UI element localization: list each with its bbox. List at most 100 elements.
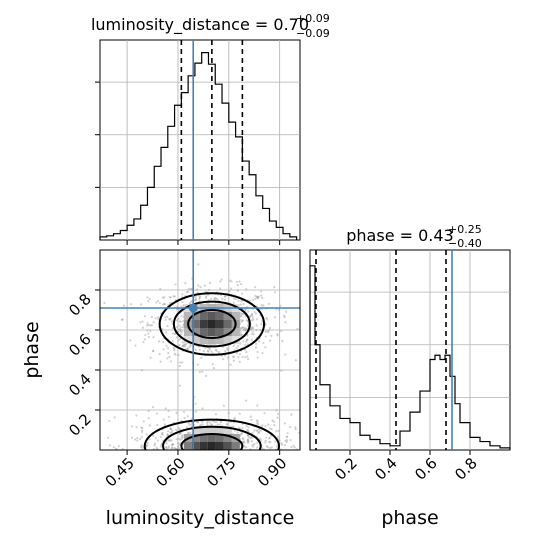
joint-sample-point-767 [283, 315, 286, 319]
joint-sample-point-958 [167, 438, 170, 442]
joint-sample-point-1652 [212, 457, 214, 459]
joint-density-cell-50 [207, 442, 216, 450]
joint-sample-point-1280 [184, 453, 186, 455]
joint-sample-point-1465 [180, 437, 184, 440]
joint-sample-point-1357 [194, 467, 196, 469]
joint-sample-point-322 [219, 287, 222, 290]
joint-sample-point-1734 [182, 451, 184, 453]
joint-sample-point-59 [210, 350, 213, 353]
joint-sample-point-63 [239, 327, 243, 330]
joint-sample-point-1640 [235, 456, 237, 458]
joint-sample-point-1253 [191, 453, 193, 455]
joint-sample-point-186 [264, 346, 267, 349]
joint-sample-point-1686 [179, 438, 182, 441]
joint-sample-point-882 [170, 320, 174, 323]
joint-sample-point-74 [235, 346, 238, 350]
joint-sample-point-122 [140, 303, 143, 306]
joint-sample-point-1494 [276, 435, 279, 438]
joint-sample-point-1363 [236, 431, 239, 434]
phase-hist-title: phase = 0.43 [346, 226, 453, 245]
joint-sample-point-48 [232, 359, 235, 362]
joint-sample-point-970 [296, 461, 298, 463]
joint-sample-point-1303 [179, 432, 182, 435]
joint-sample-point-1737 [244, 463, 246, 465]
joint-sample-point-43 [261, 296, 264, 300]
joint-sample-point-286 [260, 323, 263, 326]
joint-sample-point-1208 [210, 423, 213, 426]
joint-sample-point-1181 [255, 429, 258, 432]
joint-sample-point-518 [212, 366, 215, 370]
phase-title-sub: −0.40 [448, 237, 482, 250]
joint-sample-point-951 [150, 475, 152, 477]
joint-sample-point-677 [152, 321, 155, 324]
ld-hist-panel: luminosity_distance = 0.70 +0.09 −0.09 [91, 12, 330, 245]
joint-sample-point-1246 [264, 439, 267, 442]
joint-sample-point-1271 [232, 425, 235, 428]
joint-sample-point-1028 [256, 469, 258, 471]
joint-sample-point-823 [245, 338, 248, 341]
joint-sample-point-1047 [145, 445, 148, 448]
joint-density-cell-46 [200, 450, 208, 458]
joint-sample-point-1667 [198, 465, 200, 467]
joint-sample-point-667 [175, 319, 178, 322]
joint-sample-point-1174 [206, 455, 208, 457]
joint-sample-point-816 [232, 297, 235, 300]
joint-sample-point-1418 [105, 463, 107, 465]
joint-sample-point-580 [250, 327, 253, 330]
joint-density-cell-14 [199, 336, 208, 344]
joint-sample-point-932 [226, 422, 229, 426]
joint-contour-mode1-level1 [162, 425, 262, 450]
joint-sample-point-594 [194, 298, 197, 301]
joint-sample-point-402 [232, 301, 235, 304]
joint-sample-point-703 [186, 347, 189, 350]
joint-sample-point-1188 [196, 456, 198, 458]
joint-sample-point-627 [223, 298, 226, 301]
joint-sample-point-1560 [214, 413, 218, 416]
joint-sample-point-1223 [256, 404, 259, 407]
joint-sample-point-915 [247, 440, 250, 443]
joint-sample-point-980 [247, 440, 250, 443]
joint-sample-point-1235 [181, 436, 184, 439]
joint-sample-point-869 [141, 320, 144, 323]
joint-sample-point-1092 [141, 429, 144, 432]
joint-density-cell-54 [215, 434, 224, 442]
joint-sample-point-1528 [264, 424, 267, 428]
joint-sample-point-1688 [190, 482, 192, 484]
joint-sample-point-1676 [187, 451, 189, 453]
joint-sample-point-639 [202, 349, 205, 353]
joint-density-cell-28 [223, 328, 232, 336]
joint-sample-point-1356 [121, 447, 124, 450]
joint-sample-point-917 [180, 452, 182, 454]
joint-sample-point-1797 [137, 469, 139, 471]
joint-sample-point-1716 [245, 456, 247, 458]
joint-sample-point-1530 [210, 458, 212, 460]
joint-sample-point-1690 [141, 447, 144, 450]
ld-title-base: luminosity_distance = 0.70 [91, 15, 309, 35]
joint-sample-point-1664 [241, 427, 244, 430]
joint-sample-point-636 [162, 303, 165, 306]
joint-sample-point-727 [267, 330, 270, 334]
joint-density-cell-4 [183, 336, 192, 344]
joint-sample-point-889 [240, 292, 244, 295]
joint-sample-point-121 [241, 319, 245, 322]
joint-sample-point-1394 [257, 431, 260, 435]
joint-sample-point-35 [179, 337, 182, 341]
joint-sample-point-1489 [249, 436, 252, 439]
joint-xtick-label-0: 0.45 [102, 454, 138, 490]
joint-density-cell-8 [191, 328, 200, 336]
joint-sample-point-758 [213, 298, 216, 301]
joint-density-cell-13 [199, 328, 208, 336]
joint-sample-point-1697 [169, 427, 172, 431]
joint-sample-point-219 [147, 335, 151, 339]
joint-sample-point-1571 [170, 444, 174, 447]
joint-sample-point-1379 [175, 438, 178, 441]
joint-sample-point-1133 [242, 451, 244, 453]
joint-sample-point-1390 [245, 471, 247, 473]
joint-sample-point-1058 [256, 469, 258, 471]
joint-density-cell-27 [223, 320, 232, 328]
joint-sample-point-1312 [250, 436, 253, 440]
joint-contour-mode1-level0 [180, 433, 244, 450]
joint-sample-point-1557 [290, 413, 293, 416]
joint-sample-point-1066 [246, 439, 249, 442]
joint-sample-point-1659 [241, 471, 243, 473]
